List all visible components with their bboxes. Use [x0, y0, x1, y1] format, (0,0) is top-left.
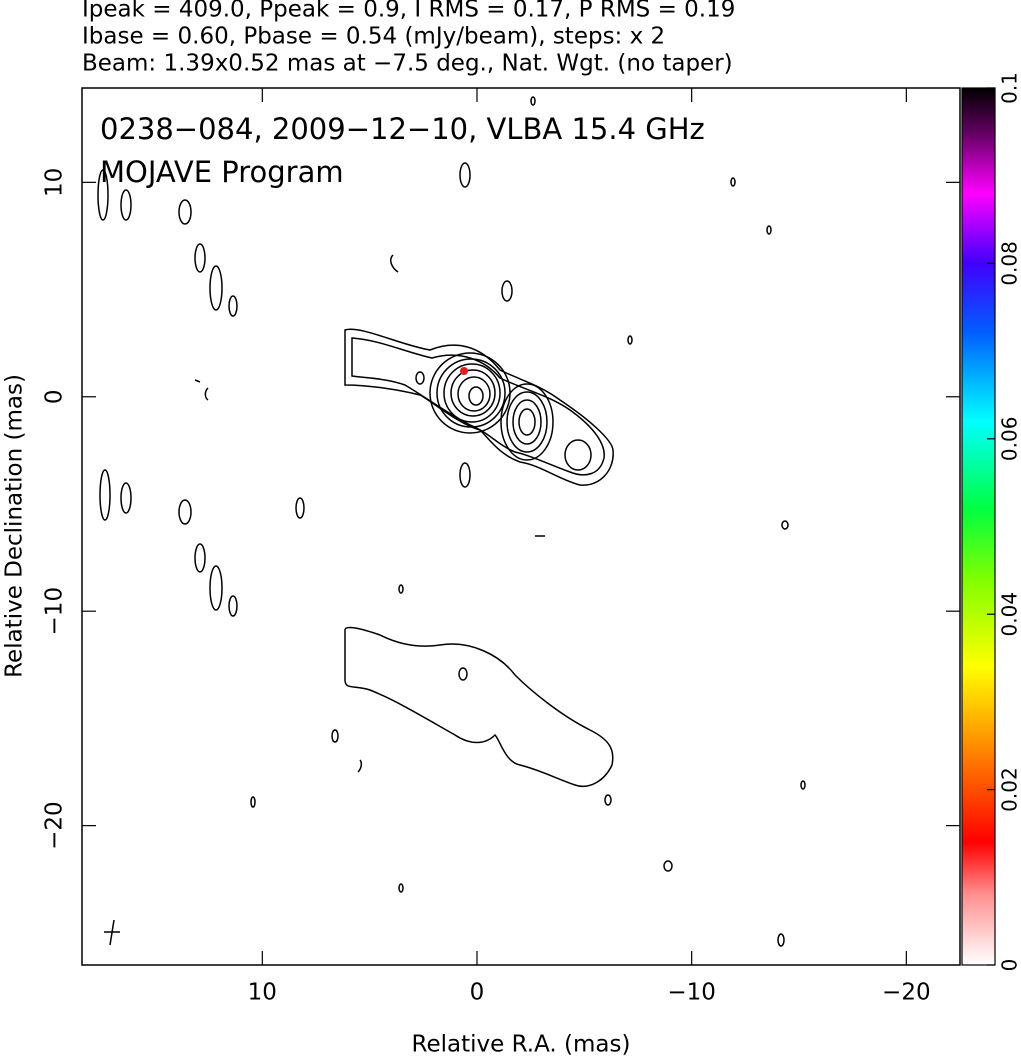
y-tick-label: 10: [42, 168, 68, 197]
title-line: Beam: 1.39x0.52 mas at −7.5 deg., Nat. W…: [82, 51, 733, 77]
annotation: 0238−084, 2009−12−10, VLBA 15.4 GHz: [100, 112, 705, 146]
colorbar-tick-label: 0.06: [998, 417, 1021, 462]
title-line: Ibase = 0.60, Pbase = 0.54 (mJy/beam), s…: [82, 24, 665, 50]
colorbar-tick-label: 0: [998, 959, 1021, 972]
x-tick-label: 10: [248, 980, 277, 1006]
x-tick-label: −20: [882, 980, 931, 1006]
y-tick-label: 0: [42, 389, 68, 404]
y-tick-label: −20: [42, 801, 68, 850]
annotation: MOJAVE Program: [100, 155, 344, 189]
colorbar-tick-label: 0.08: [998, 241, 1021, 286]
title-line: Ipeak = 409.0, Ppeak = 0.9, I RMS = 0.17…: [82, 0, 735, 23]
colorbar-tick-label: 0.02: [998, 767, 1021, 812]
colorbar: [961, 87, 996, 966]
plot-frame: [81, 87, 961, 966]
x-axis-label: Relative R.A. (mas): [412, 1032, 631, 1058]
colorbar-tick-label: 0.04: [998, 592, 1021, 637]
contours: [97, 96, 806, 947]
y-tick-label: −10: [42, 587, 68, 636]
colorbar-tick-label: 0.1: [998, 72, 1021, 104]
x-tick-label: 0: [470, 980, 485, 1006]
x-tick-label: −10: [667, 980, 716, 1006]
y-axis-label: Relative Declination (mas): [2, 374, 28, 678]
